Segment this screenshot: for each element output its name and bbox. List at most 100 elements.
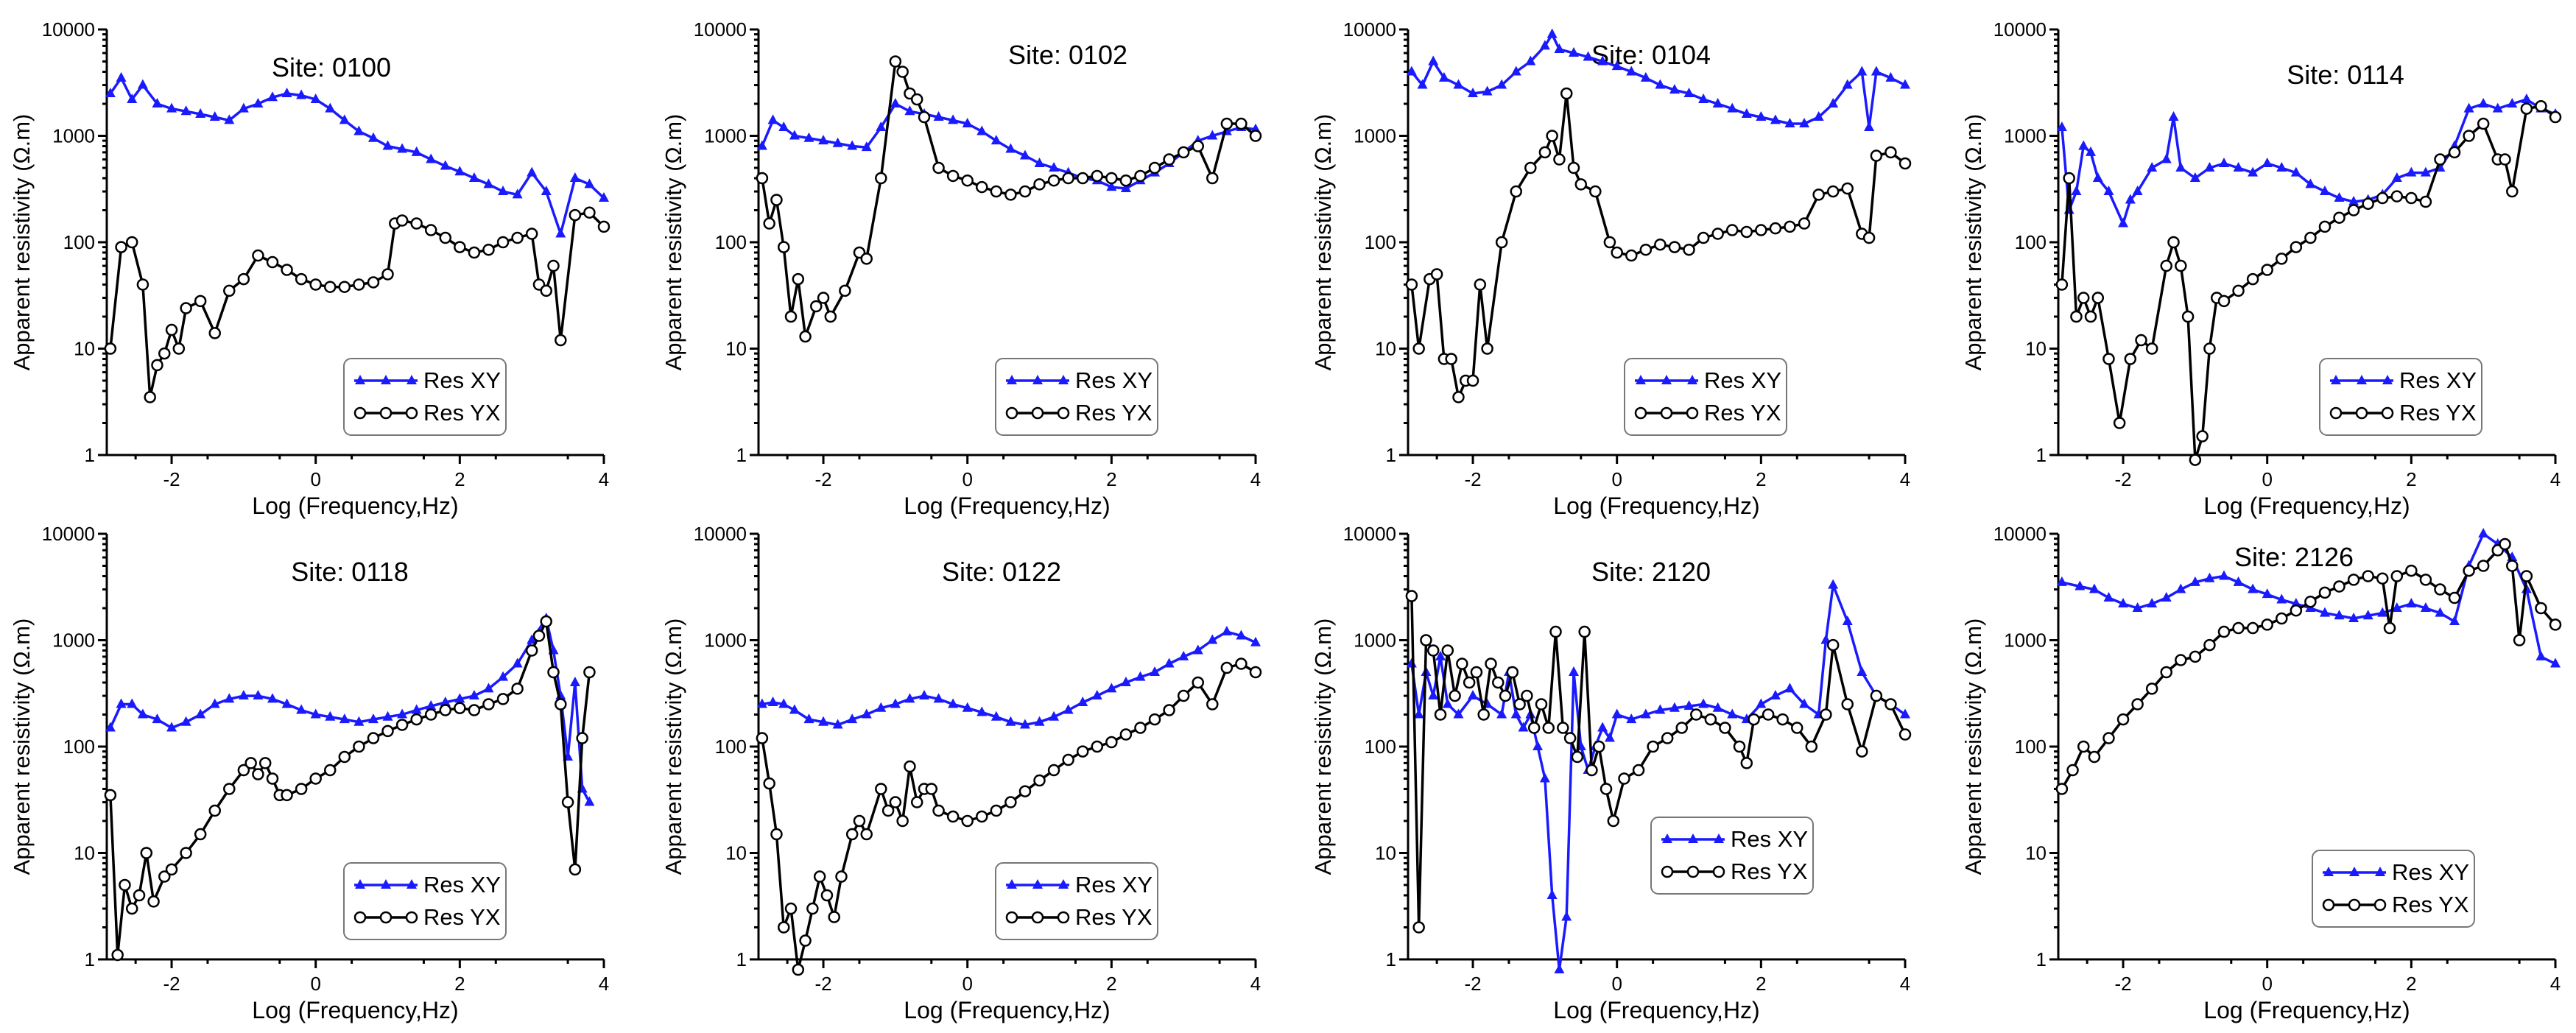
data-point bbox=[1625, 249, 1638, 262]
data-point bbox=[1561, 911, 1572, 921]
data-point bbox=[1413, 708, 1424, 719]
data-point bbox=[1719, 722, 1731, 734]
x-tick-label: 0 bbox=[2262, 468, 2272, 490]
data-point bbox=[1740, 225, 1753, 239]
data-point bbox=[1655, 79, 1666, 89]
data-point bbox=[2066, 764, 2079, 777]
data-point bbox=[2376, 572, 2389, 585]
series-res-yx bbox=[1405, 87, 1912, 403]
data-point bbox=[777, 921, 790, 934]
x-tick-label: -2 bbox=[814, 973, 831, 995]
data-point bbox=[532, 630, 546, 642]
data-point bbox=[237, 272, 250, 286]
data-point bbox=[583, 666, 596, 679]
chart-panel-4: 1 10 100 1000 10000 -2 0 2 4 Log (Frequency,Hz) Ap… bbox=[1960, 18, 2562, 519]
data-point bbox=[1604, 732, 1615, 742]
data-point bbox=[1535, 698, 1548, 711]
legend: Res XY Res YX bbox=[1624, 358, 1787, 436]
data-point bbox=[2391, 602, 2402, 613]
data-point bbox=[2383, 621, 2396, 635]
data-point bbox=[576, 732, 588, 744]
x-tick-label: 4 bbox=[1900, 973, 1910, 995]
x-tick-label: 4 bbox=[599, 468, 609, 490]
data-point bbox=[1900, 708, 1910, 719]
series-line bbox=[761, 662, 1256, 971]
y-tick-label: 1 bbox=[1386, 444, 1396, 466]
x-tick-label: 0 bbox=[962, 468, 972, 490]
data-point bbox=[763, 777, 775, 790]
data-point bbox=[105, 87, 116, 97]
data-point bbox=[454, 693, 465, 703]
data-point bbox=[483, 683, 494, 693]
data-point bbox=[1549, 625, 1562, 638]
data-point bbox=[1510, 185, 1522, 198]
data-point bbox=[1105, 736, 1118, 749]
data-point bbox=[152, 98, 163, 108]
x-axis-title: Log (Frequency,Hz) bbox=[1553, 493, 1759, 519]
x-tick-label: 4 bbox=[599, 973, 609, 995]
data-point bbox=[527, 166, 538, 177]
data-point bbox=[1661, 732, 1674, 744]
data-point bbox=[339, 114, 350, 124]
legend-marker bbox=[1057, 406, 1070, 420]
data-point bbox=[583, 206, 596, 219]
data-point bbox=[1733, 740, 1746, 753]
y-tick-label: 1000 bbox=[1354, 125, 1396, 147]
data-point bbox=[281, 789, 293, 802]
legend-label: Res XY bbox=[1731, 826, 1808, 852]
data-point bbox=[353, 740, 365, 753]
data-point bbox=[2376, 191, 2389, 205]
data-point bbox=[990, 135, 1002, 145]
data-point bbox=[1148, 161, 1161, 174]
data-point bbox=[397, 708, 408, 719]
data-point bbox=[756, 732, 769, 744]
data-point bbox=[2181, 310, 2195, 323]
data-point bbox=[165, 863, 178, 876]
data-point bbox=[803, 132, 814, 142]
data-point bbox=[194, 295, 207, 308]
data-point bbox=[976, 125, 988, 135]
data-point bbox=[2135, 334, 2147, 347]
panel-title: Site: 0114 bbox=[2287, 60, 2404, 90]
data-point bbox=[1755, 224, 1767, 236]
data-point bbox=[1539, 772, 1550, 783]
data-point bbox=[1611, 708, 1622, 719]
data-point bbox=[1441, 644, 1454, 657]
data-point bbox=[1466, 374, 1479, 387]
data-point bbox=[1063, 704, 1074, 714]
data-point bbox=[1741, 108, 1752, 119]
data-point bbox=[353, 278, 365, 291]
data-point bbox=[1546, 889, 1558, 900]
y-tick-label: 1000 bbox=[52, 630, 95, 652]
data-point bbox=[2056, 576, 2067, 586]
data-point bbox=[266, 772, 279, 785]
data-point bbox=[2246, 621, 2259, 635]
data-point bbox=[569, 863, 582, 876]
data-point bbox=[454, 166, 465, 176]
data-point bbox=[1192, 644, 1203, 655]
data-point bbox=[1740, 757, 1753, 769]
data-point bbox=[127, 94, 138, 104]
data-point bbox=[2449, 616, 2460, 626]
data-point bbox=[1626, 66, 1637, 76]
series-line bbox=[109, 617, 591, 803]
data-point bbox=[2506, 560, 2519, 572]
data-point bbox=[2145, 342, 2158, 355]
chart-panel-7: 1 10 100 1000 10000 -2 0 2 4 Log (Frequency,Hz) Ap… bbox=[1310, 523, 1912, 1023]
data-point bbox=[803, 713, 814, 724]
data-point bbox=[2055, 278, 2069, 291]
data-point bbox=[2248, 166, 2259, 177]
y-tick-label: 100 bbox=[715, 231, 747, 253]
data-point bbox=[2535, 602, 2547, 615]
legend-marker bbox=[1712, 865, 1725, 878]
data-point bbox=[777, 241, 790, 253]
data-point bbox=[2074, 580, 2086, 590]
data-point bbox=[1862, 231, 1876, 244]
y-tick-label: 10000 bbox=[1993, 18, 2047, 40]
data-point bbox=[946, 169, 960, 183]
legend-label: Res YX bbox=[1704, 400, 1781, 426]
series-res-xy bbox=[1406, 579, 1910, 974]
data-point bbox=[2549, 110, 2562, 124]
data-point bbox=[1842, 79, 1853, 89]
data-point bbox=[770, 828, 783, 841]
